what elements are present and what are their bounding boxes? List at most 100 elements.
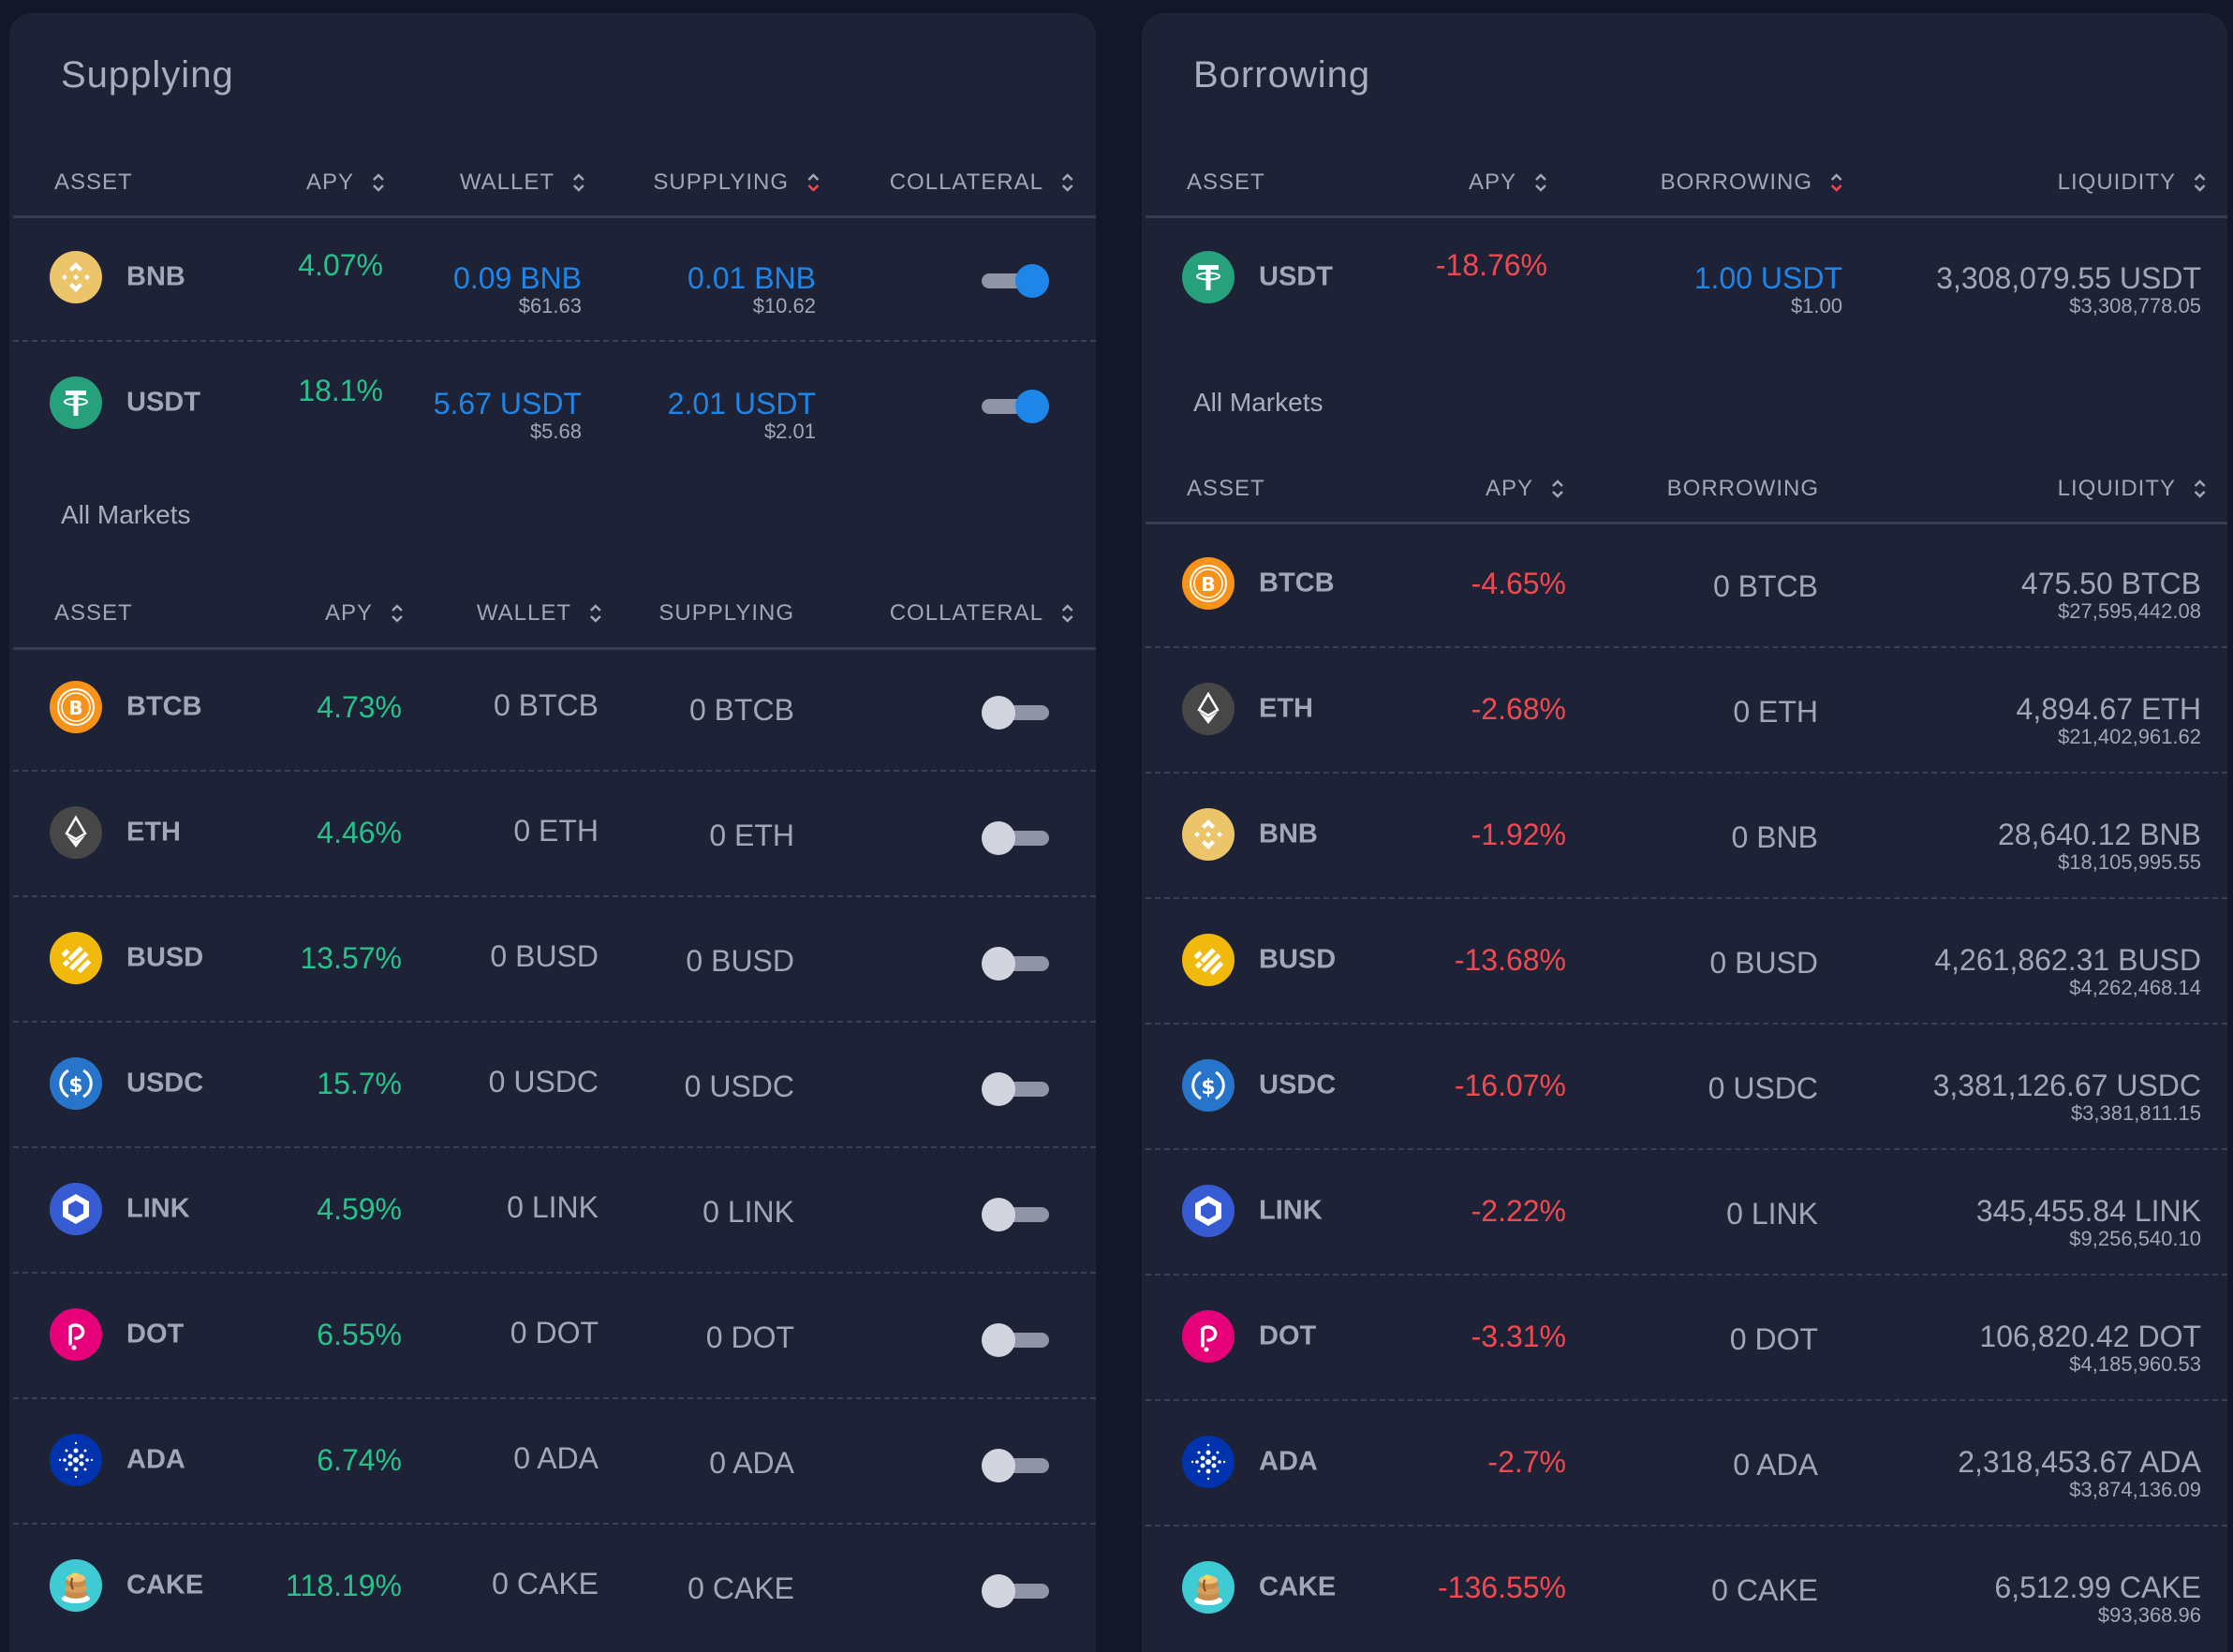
- sort-apy[interactable]: APY: [1469, 170, 1548, 196]
- wallet-value: 0.09 BNB $61.63: [453, 262, 582, 318]
- liquidity-value: 345,455.84 LINK $9,256,540.10: [1975, 1194, 2201, 1250]
- wallet-value: 0 LINK: [507, 1190, 599, 1224]
- apy-value: -2.68%: [1471, 692, 1566, 726]
- apy-value: -13.68%: [1454, 943, 1566, 977]
- supplying-value: 0 CAKE: [688, 1571, 794, 1605]
- borrowing-value: 0 BUSD: [1709, 946, 1818, 980]
- sort-collateral[interactable]: COLLATERAL: [890, 600, 1075, 627]
- cake-icon: [1182, 1561, 1235, 1614]
- wallet-usd: $61.63: [518, 294, 582, 317]
- collateral-toggle[interactable]: [982, 390, 1049, 423]
- col-asset-label: ASSET: [54, 600, 133, 626]
- busd-icon: [1182, 934, 1235, 986]
- apy-value: 4.59%: [317, 1192, 402, 1226]
- usdt-icon: [1182, 251, 1235, 303]
- liquidity-value: 3,381,126.67 USDC $3,381,811.15: [1932, 1069, 2201, 1125]
- apy-text: 4.07%: [298, 248, 383, 282]
- svg-text:B: B: [1201, 573, 1215, 596]
- sort-liquidity[interactable]: LIQUIDITY: [2058, 476, 2208, 502]
- borrowing-value: 0 ETH: [1733, 695, 1818, 729]
- ada-icon: [50, 1434, 102, 1486]
- liquidity-value: 28,640.12 BNB $18,105,995.55: [1997, 818, 2201, 874]
- wallet-value: 0 CAKE: [492, 1567, 599, 1600]
- asset-symbol: CAKE: [126, 1570, 204, 1600]
- btcb-icon: B: [1182, 557, 1235, 610]
- usdc-icon: $: [50, 1057, 102, 1110]
- asset-symbol: ADA: [126, 1444, 185, 1475]
- sort-desc-active-icon: [807, 173, 819, 192]
- borrowing-value: 1.00 USDT $1.00: [1694, 262, 1842, 318]
- collateral-toggle[interactable]: [982, 947, 1049, 981]
- col-apy-label: APY: [1485, 476, 1533, 501]
- wallet-amount: 5.67 USDT: [433, 387, 582, 420]
- col-apy-label: APY: [1468, 170, 1516, 195]
- sort-wallet[interactable]: WALLET: [460, 170, 586, 196]
- supplying-value: 0.01 BNB $10.62: [688, 262, 816, 318]
- link-icon: [1182, 1185, 1235, 1237]
- collateral-toggle[interactable]: [982, 821, 1049, 855]
- col-supplying-label: SUPPLYING: [653, 170, 789, 195]
- all-markets-title: All Markets: [61, 500, 191, 529]
- sort-borrowing[interactable]: BORROWING: [1661, 170, 1844, 196]
- apy-value: 4.73%: [317, 690, 402, 724]
- apy-value: -18.76%: [1436, 249, 1547, 305]
- svg-text:$: $: [1201, 1076, 1215, 1099]
- collateral-toggle[interactable]: [982, 1574, 1049, 1608]
- col-borrowing: BORROWING: [1667, 476, 1819, 502]
- asset-symbol: ADA: [1259, 1446, 1318, 1477]
- sort-supplying[interactable]: SUPPLYING: [653, 170, 821, 196]
- row-divider: [13, 1397, 1096, 1399]
- apy-value: 4.07%: [298, 249, 383, 305]
- liquidity-amount: 3,308,079.55 USDT: [1936, 261, 2201, 295]
- supplying-value: 0 ETH: [709, 819, 794, 852]
- usdt-icon: [50, 376, 102, 429]
- btcb-icon: B: [50, 681, 102, 733]
- asset-symbol: BUSD: [126, 942, 204, 973]
- collateral-toggle[interactable]: [982, 1072, 1049, 1106]
- borrowing-value: 0 BNB: [1731, 820, 1818, 854]
- sort-desc-active-icon: [1831, 173, 1842, 192]
- sort-wallet[interactable]: WALLET: [477, 600, 603, 627]
- collateral-toggle[interactable]: [982, 1198, 1049, 1232]
- sort-apy[interactable]: APY: [1486, 476, 1565, 502]
- asset-symbol: USDT: [1259, 261, 1333, 292]
- sort-apy[interactable]: APY: [306, 170, 386, 196]
- apy-value: 18.1%: [298, 375, 383, 431]
- wallet-value: 0 ADA: [513, 1441, 599, 1475]
- liquidity-usd: $3,308,778.05: [2069, 294, 2201, 317]
- eth-icon: [50, 806, 102, 859]
- liquidity-value: 3,308,079.55 USDT $3,308,778.05: [1936, 262, 2201, 318]
- asset-symbol: BTCB: [1259, 568, 1335, 598]
- row-divider: [13, 340, 1096, 342]
- collateral-toggle[interactable]: [982, 1323, 1049, 1357]
- row-divider: [1146, 1399, 2227, 1401]
- collateral-toggle[interactable]: [982, 696, 1049, 730]
- sort-icon: [1062, 173, 1073, 192]
- collateral-toggle[interactable]: [982, 1449, 1049, 1482]
- borrowing-usd: $1.00: [1790, 294, 1842, 317]
- borrowing-title: Borrowing: [1193, 54, 1371, 96]
- row-divider: [13, 1146, 1096, 1148]
- sort-icon: [590, 604, 601, 623]
- usdc-icon: $: [1182, 1059, 1235, 1112]
- liquidity-value: 4,894.67 ETH $21,402,961.62: [2016, 692, 2201, 748]
- collateral-toggle[interactable]: [982, 264, 1049, 298]
- cake-icon: [50, 1559, 102, 1612]
- liquidity-value: 4,261,862.31 BUSD $4,262,468.14: [1934, 943, 2201, 999]
- wallet-value: 5.67 USDT $5.68: [434, 388, 582, 444]
- asset-symbol: BUSD: [1259, 944, 1337, 975]
- asset-symbol: LINK: [126, 1193, 190, 1224]
- supplying-title: Supplying: [61, 54, 234, 96]
- asset-symbol: USDT: [126, 387, 200, 418]
- apy-value: 13.57%: [300, 941, 402, 975]
- sort-collateral[interactable]: COLLATERAL: [890, 170, 1075, 196]
- row-divider: [1146, 1023, 2227, 1025]
- col-asset: ASSET: [54, 170, 133, 196]
- liquidity-value: 2,318,453.67 ADA $3,874,136.09: [1958, 1445, 2201, 1501]
- apy-value: 6.55%: [317, 1318, 402, 1351]
- sort-liquidity[interactable]: LIQUIDITY: [2058, 170, 2208, 196]
- dot-icon: [1182, 1310, 1235, 1363]
- col-supplying-label: SUPPLYING: [658, 600, 794, 626]
- sort-apy[interactable]: APY: [325, 600, 405, 627]
- wallet-value: 0 DOT: [510, 1316, 599, 1350]
